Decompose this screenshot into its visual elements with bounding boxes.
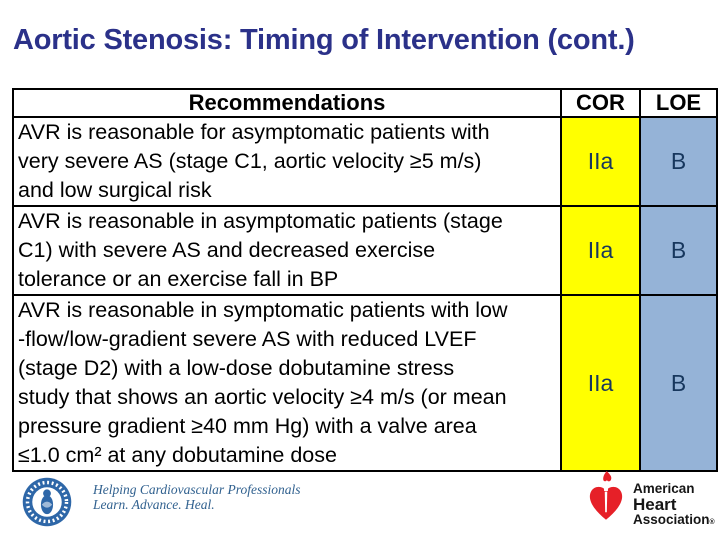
acc-tagline-line1: Helping Cardiovascular Professionals	[93, 482, 301, 497]
table-row: AVR is reasonable in asymptomatic patien…	[12, 205, 718, 296]
aha-line-association: Association®	[633, 512, 715, 528]
recommendation-text: AVR is reasonable in symptomatic patient…	[12, 294, 562, 472]
slide-title: Aortic Stenosis: Timing of Intervention …	[13, 24, 635, 56]
cor-value: IIa	[560, 205, 641, 296]
loe-value: B	[639, 205, 718, 296]
acc-seal-icon	[22, 477, 72, 527]
recommendation-text: AVR is reasonable for asymptomatic patie…	[12, 116, 562, 207]
aha-logo: American Heart Association®	[586, 468, 715, 527]
column-header-loe: LOE	[639, 88, 718, 118]
loe-value: B	[639, 116, 718, 207]
cor-value: IIa	[560, 294, 641, 472]
aha-heart-torch-icon	[589, 471, 623, 520]
table-row: AVR is reasonable for asymptomatic patie…	[12, 116, 718, 207]
cor-value: IIa	[560, 116, 641, 207]
loe-value: B	[639, 294, 718, 472]
column-header-cor: COR	[560, 88, 641, 118]
acc-tagline-line2: Learn. Advance. Heal.	[93, 497, 215, 512]
table-row: AVR is reasonable in symptomatic patient…	[12, 294, 718, 472]
recommendation-text: AVR is reasonable in asymptomatic patien…	[12, 205, 562, 296]
column-header-recommendations: Recommendations	[12, 88, 562, 118]
registered-mark: ®	[709, 519, 715, 527]
aha-wordmark: American Heart Association®	[633, 482, 715, 527]
aha-line-heart: Heart	[633, 494, 677, 514]
aha-line-american: American	[633, 481, 695, 496]
table-header-row: Recommendations COR LOE	[12, 88, 718, 118]
recommendations-table: Recommendations COR LOE AVR is reasonabl…	[12, 88, 718, 472]
acc-tagline: Helping Cardiovascular Professionals Lea…	[93, 482, 301, 512]
